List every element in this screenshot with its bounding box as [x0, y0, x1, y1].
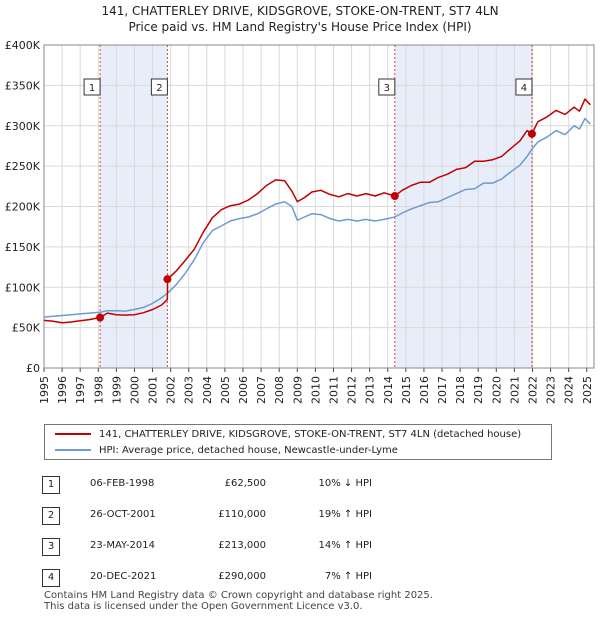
sale-hpi-diff: 14% ↑ HPI: [318, 540, 372, 551]
sale-hpi-diff: 7% ↑ HPI: [324, 571, 372, 582]
x-tick-label: 2005: [219, 376, 232, 404]
x-tick-label: 2009: [291, 376, 304, 404]
y-tick-label: £200K: [5, 201, 41, 214]
sale-point: [163, 275, 172, 284]
x-tick-label: 2006: [237, 376, 250, 404]
sale-price: £62,500: [224, 478, 266, 489]
y-tick-label: £50K: [12, 322, 41, 335]
x-tick-label: 1996: [56, 376, 69, 404]
sales-table: 1 06-FEB-1998 £62,500 10% ↓ HPI 2 26-OCT…: [38, 474, 558, 598]
sale-number-box: [515, 78, 533, 96]
footer-copyright: Contains HM Land Registry data © Crown c…: [44, 590, 433, 601]
x-tick-label: 2004: [201, 376, 214, 404]
sale-badge: 4: [42, 569, 60, 587]
sale-number-box: [150, 78, 168, 96]
plot-border: [43, 44, 595, 369]
sale-badge: 3: [42, 538, 60, 556]
y-tick-label: £400K: [5, 39, 41, 52]
x-tick-label: 2010: [309, 376, 322, 404]
sale-number-box: [378, 78, 396, 96]
x-tick-label: 2018: [454, 376, 467, 404]
y-tick-label: £100K: [5, 281, 41, 294]
x-tick-label: 2003: [183, 376, 196, 404]
x-tick-label: 2014: [382, 376, 395, 404]
sale-date: 06-FEB-1998: [90, 478, 155, 489]
sale-point: [390, 192, 399, 201]
sale-hpi-diff: 10% ↓ HPI: [318, 478, 372, 489]
sale-number-label: 3: [384, 83, 390, 94]
price-chart: £0 £50K £100K £150K £200K £250K £300K £350K £400…: [5, 39, 595, 404]
sale-number-label: 1: [89, 83, 95, 94]
x-tick-label: 1997: [74, 376, 87, 404]
x-tick-label: 2000: [128, 376, 141, 404]
footer-licence: This data is licensed under the Open Gov…: [44, 601, 363, 612]
sale-row: 4 20-DEC-2021 £290,000 7% ↑ HPI: [38, 567, 558, 598]
y-tick-label: £0: [26, 362, 40, 375]
x-tick-label: 2011: [327, 376, 340, 404]
x-tick-label: 2002: [165, 376, 178, 404]
chart-title: 141, CHATTERLEY DRIVE, KIDSGROVE, STOKE-…: [101, 4, 499, 18]
y-tick-label: £250K: [5, 160, 41, 173]
sale-badge: 2: [42, 507, 60, 525]
x-tick-label: 2017: [436, 376, 449, 404]
sale-date: 26-OCT-2001: [90, 509, 156, 520]
sale-price: £110,000: [218, 509, 266, 520]
x-tick-label: 1999: [110, 376, 123, 404]
legend-label-hpi: HPI: Average price, detached house, Newc…: [99, 445, 398, 456]
property-series-line: [43, 98, 591, 324]
sale-row: 3 23-MAY-2014 £213,000 14% ↑ HPI: [38, 536, 558, 567]
sale-price: £290,000: [218, 571, 266, 582]
legend-item-hpi: HPI: Average price, detached house, Newc…: [55, 443, 398, 459]
sale-number-label: 4: [521, 83, 527, 94]
sale-point: [96, 313, 105, 322]
x-tick-label: 2024: [563, 376, 576, 404]
x-tick-label: 2012: [346, 376, 359, 404]
legend-label-property: 141, CHATTERLEY DRIVE, KIDSGROVE, STOKE-…: [99, 429, 522, 440]
sale-date: 23-MAY-2014: [90, 540, 156, 551]
sale-point: [527, 129, 536, 138]
x-tick-label: 2021: [508, 376, 521, 404]
x-tick-label: 2008: [273, 376, 286, 404]
y-tick-label: £150K: [5, 241, 41, 254]
x-tick-label: 2023: [545, 376, 558, 404]
legend-swatch-hpi: [55, 449, 91, 451]
legend-item-property: 141, CHATTERLEY DRIVE, KIDSGROVE, STOKE-…: [55, 427, 521, 443]
x-tick-label: 2013: [364, 376, 377, 404]
x-tick-label: 1998: [92, 376, 105, 404]
sale-row: 1 06-FEB-1998 £62,500 10% ↓ HPI: [38, 474, 558, 505]
legend-swatch-property: [55, 433, 91, 435]
sale-number-box: [83, 78, 101, 96]
x-tick-label: 2016: [418, 376, 431, 404]
x-tick-label: 2007: [255, 376, 268, 404]
sale-hpi-diff: 19% ↑ HPI: [318, 509, 372, 520]
x-tick-label: 2001: [147, 376, 160, 404]
x-tick-label: 1995: [38, 376, 51, 404]
sale-badge: 1: [42, 476, 60, 494]
legend: 141, CHATTERLEY DRIVE, KIDSGROVE, STOKE-…: [44, 424, 552, 460]
y-tick-label: £350K: [5, 79, 41, 92]
x-tick-label: 2025: [581, 376, 594, 404]
hpi-series-line: [43, 117, 591, 318]
sale-date: 20-DEC-2021: [90, 571, 157, 582]
x-tick-label: 2019: [472, 376, 485, 404]
chart-subtitle: Price paid vs. HM Land Registry's House …: [128, 20, 472, 34]
sale-price: £213,000: [218, 540, 266, 551]
sale-row: 2 26-OCT-2001 £110,000 19% ↑ HPI: [38, 505, 558, 536]
y-tick-label: £300K: [5, 120, 41, 133]
x-tick-label: 2020: [490, 376, 503, 404]
sale-number-label: 2: [156, 83, 162, 94]
x-tick-label: 2015: [400, 376, 413, 404]
x-tick-label: 2022: [526, 376, 539, 404]
